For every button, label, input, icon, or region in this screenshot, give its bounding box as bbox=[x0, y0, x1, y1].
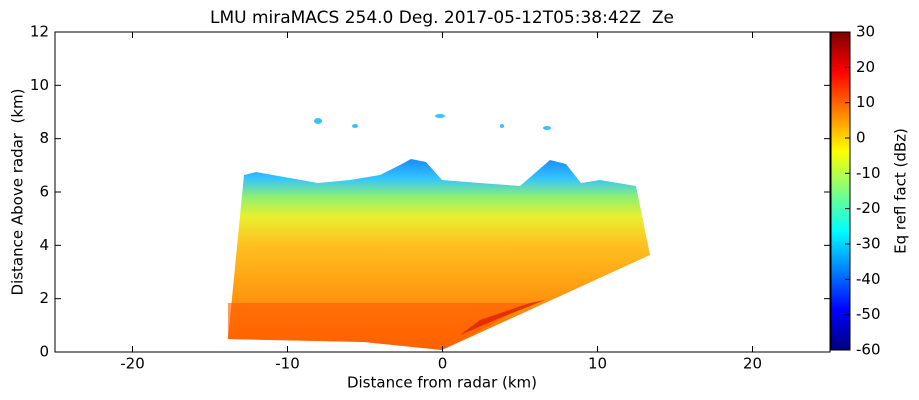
colorbar-label: Eq refl fact (dBz) bbox=[892, 128, 910, 254]
x-tick-label: -20 bbox=[120, 355, 145, 373]
colorbar-tick-label: -40 bbox=[856, 270, 881, 288]
y-axis-label: Distance Above radar (km) bbox=[9, 89, 27, 296]
colorbar-tick-label: 0 bbox=[856, 129, 866, 147]
x-tick-label: 10 bbox=[588, 355, 607, 373]
y-tick-label: 4 bbox=[39, 236, 49, 254]
colorbar-tick-label: 20 bbox=[856, 58, 875, 76]
x-tick-label: -10 bbox=[275, 355, 300, 373]
chart-title: LMU miraMACS 254.0 Deg. 2017-05-12T05:38… bbox=[210, 8, 674, 28]
colorbar-tick-label: -30 bbox=[856, 235, 881, 253]
y-tick-label: 6 bbox=[39, 183, 49, 201]
colorbar-tick-label: -60 bbox=[856, 341, 881, 359]
x-tick-label: 0 bbox=[438, 355, 448, 373]
colorbar-tick-label: -50 bbox=[856, 305, 881, 323]
x-axis-label: Distance from radar (km) bbox=[347, 374, 537, 392]
colorbar bbox=[830, 31, 851, 351]
y-tick-label: 2 bbox=[39, 289, 49, 307]
colorbar-tick-label: 30 bbox=[856, 23, 875, 41]
colorbar-tick-label: -20 bbox=[856, 199, 881, 217]
y-tick-label: 8 bbox=[39, 129, 49, 147]
y-tick-label: 10 bbox=[30, 76, 49, 94]
colorbar-tick-label: -10 bbox=[856, 164, 881, 182]
x-tick-label: 20 bbox=[743, 355, 762, 373]
colorbar-tick-label: 10 bbox=[856, 93, 875, 111]
radar-field bbox=[228, 114, 650, 350]
y-tick-label: 0 bbox=[39, 343, 49, 361]
y-tick-label: 12 bbox=[30, 23, 49, 41]
